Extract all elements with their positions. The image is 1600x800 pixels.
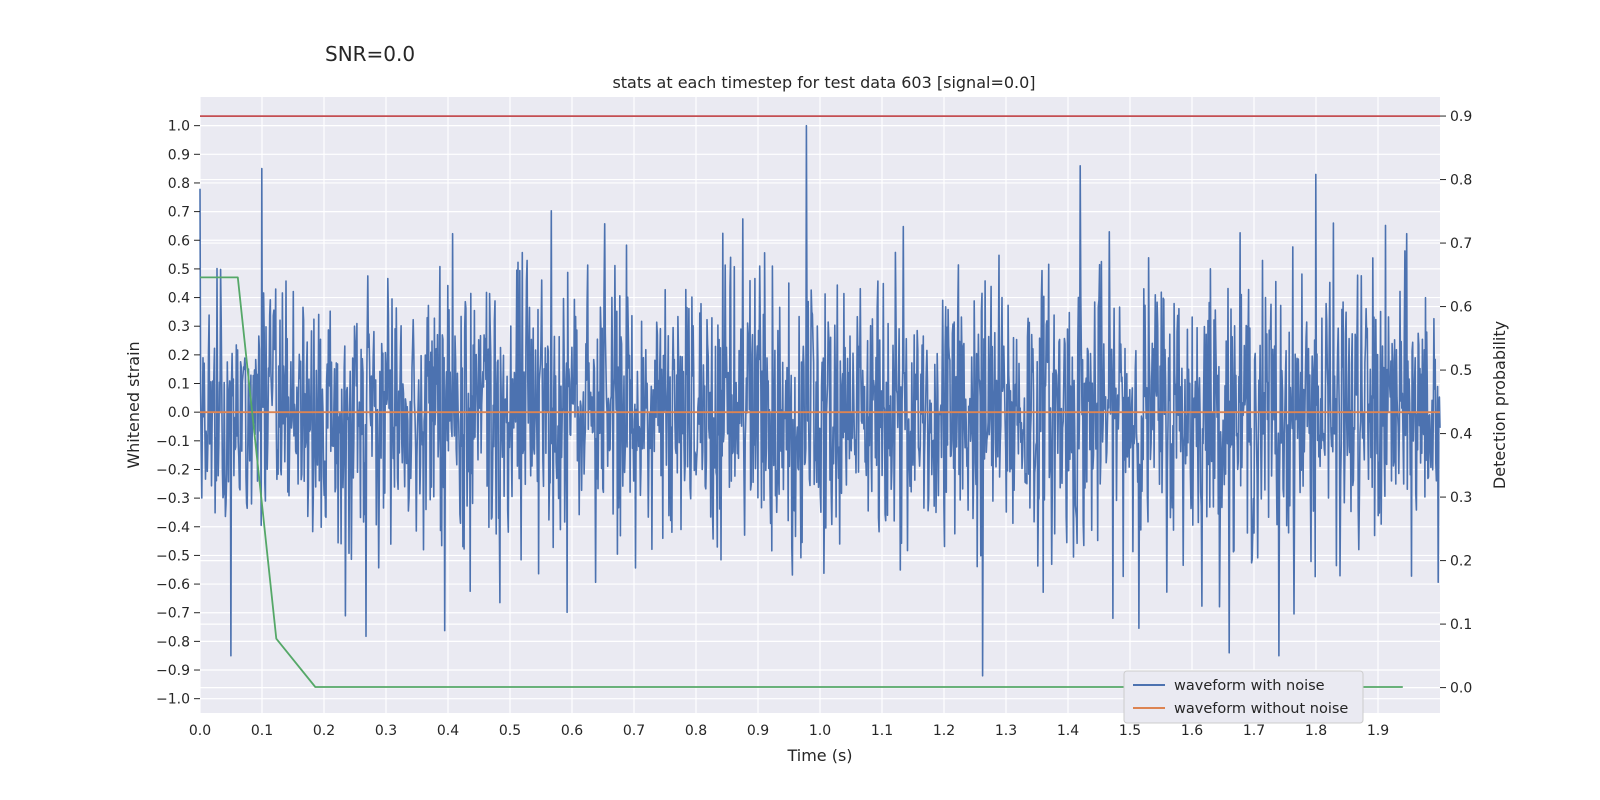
- x-tick-label: 1.8: [1305, 723, 1327, 739]
- y-axis-label-right: Detection probability: [1490, 321, 1509, 489]
- y-axis-label-left: Whitened strain: [124, 341, 143, 468]
- y-right-tick-label: 0.8: [1450, 173, 1472, 189]
- y-left-tick-label: 0.7: [168, 205, 190, 221]
- y-left-tick-label: 0.4: [168, 291, 190, 307]
- y-left-tick-label: −0.3: [156, 491, 190, 507]
- y-right-tick-label: 0.3: [1450, 490, 1472, 506]
- x-tick-label: 0.8: [685, 723, 707, 739]
- y-left-tick-label: −0.8: [156, 634, 190, 650]
- y-left-tick-label: 0.9: [168, 147, 190, 163]
- y-right-tick-label: 0.5: [1450, 363, 1472, 379]
- y-left-tick-label: −0.4: [156, 520, 190, 536]
- x-tick-label: 1.4: [1057, 723, 1079, 739]
- y-left-tick-label: 0.1: [168, 377, 190, 393]
- y-right-tick-label: 0.4: [1450, 427, 1472, 443]
- y-right-tick-label: 0.7: [1450, 236, 1472, 252]
- y-left-tick-label: 0.6: [168, 233, 190, 249]
- x-tick-label: 0.2: [313, 723, 335, 739]
- x-tick-label: 1.7: [1243, 723, 1265, 739]
- y-left-tick-label: 0.5: [168, 262, 190, 278]
- y-left-tick-label: 0.8: [168, 176, 190, 192]
- y-left-tick-label: −1.0: [156, 692, 190, 708]
- y-left-tick-label: −0.6: [156, 577, 190, 593]
- x-tick-label: 1.9: [1367, 723, 1389, 739]
- y-left-tick-label: −0.2: [156, 462, 190, 478]
- y-left-tick-label: 0.2: [168, 348, 190, 364]
- x-tick-label: 0.3: [375, 723, 397, 739]
- x-tick-label: 1.1: [871, 723, 893, 739]
- chart-title: stats at each timestep for test data 603…: [612, 73, 1035, 92]
- x-tick-label: 1.0: [809, 723, 831, 739]
- series-layer: [199, 115, 1441, 688]
- y-right-tick-label: 0.0: [1450, 681, 1472, 697]
- y-left-tick-label: 0.0: [168, 405, 190, 421]
- legend-label-noise: waveform with noise: [1174, 678, 1325, 694]
- legend: waveform with noise waveform without noi…: [1123, 670, 1364, 724]
- legend-box: [1123, 670, 1364, 724]
- y-left-tick-label: 1.0: [168, 119, 190, 135]
- x-tick-label: 1.2: [933, 723, 955, 739]
- y-left-tick-label: −0.5: [156, 548, 190, 564]
- x-axis-label: Time (s): [786, 746, 852, 765]
- x-tick-label: 0.4: [437, 723, 459, 739]
- x-tick-label: 0.9: [747, 723, 769, 739]
- y-right-tick-label: 0.6: [1450, 300, 1472, 316]
- x-tick-label: 0.0: [189, 723, 211, 739]
- x-tick-label: 0.5: [499, 723, 521, 739]
- legend-label-clean: waveform without noise: [1174, 701, 1348, 717]
- series-waveform-with-noise: [199, 124, 1441, 677]
- y-right-tick-label: 0.1: [1450, 617, 1472, 633]
- x-tick-label: 0.7: [623, 723, 645, 739]
- x-tick-label: 1.3: [995, 723, 1017, 739]
- y-right-tick-label: 0.2: [1450, 554, 1472, 570]
- y-left-tick-label: −0.9: [156, 663, 190, 679]
- suptitle: SNR=0.0: [325, 42, 415, 66]
- y-right-tick-label: 0.9: [1450, 109, 1472, 125]
- y-left-tick-label: −0.1: [156, 434, 190, 450]
- y-left-tick-label: 0.3: [168, 319, 190, 335]
- x-tick-label: 1.5: [1119, 723, 1141, 739]
- tick-labels: 0.0 0.1 0.2 0.3 0.4 0.5 0.6 0.7 0.8 0.9 1.0 1.1 1.2 1…: [156, 109, 1472, 739]
- x-tick-label: 0.6: [561, 723, 583, 739]
- series-detection-probability: [200, 276, 1403, 688]
- x-tick-label: 0.1: [251, 723, 273, 739]
- x-tick-label: 1.6: [1181, 723, 1203, 739]
- y-left-tick-label: −0.7: [156, 606, 190, 622]
